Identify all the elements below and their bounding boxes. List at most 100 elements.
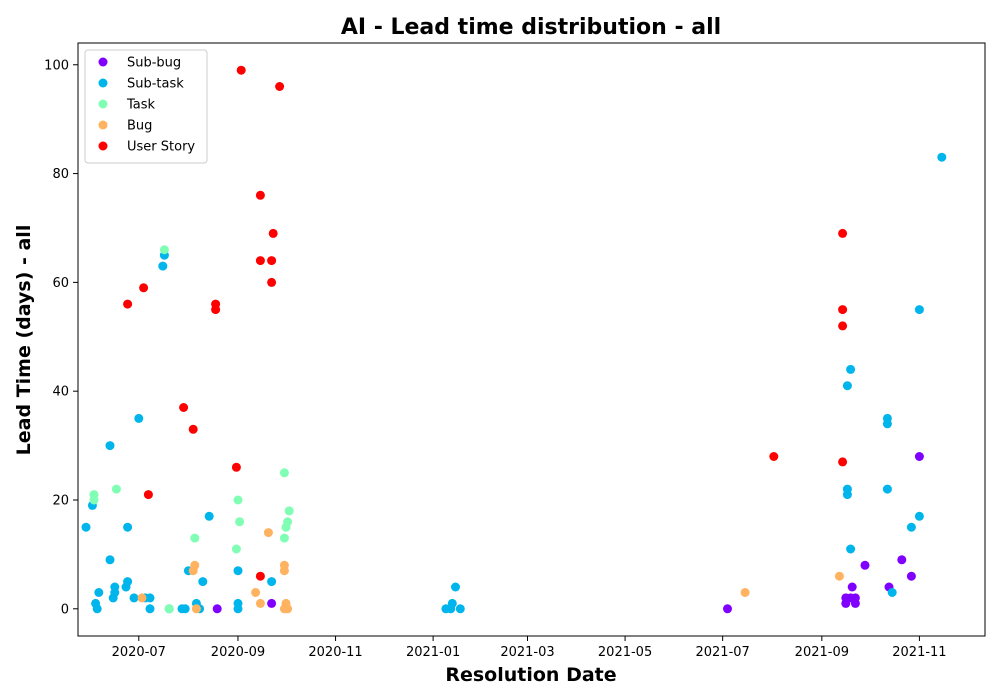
data-point [937,152,947,162]
y-tick-label: 100 [44,58,69,73]
data-point [275,82,285,91]
x-axis-label: Resolution Date [445,664,616,686]
data-point [231,544,241,554]
chart-title: AI - Lead time distribution - all [341,15,721,40]
data-point [233,566,243,576]
data-point [198,577,208,587]
data-point [284,506,294,516]
x-tick-label: 2021-05 [598,645,652,660]
data-point [235,517,245,527]
data-point [211,299,221,309]
legend: Sub-bug Sub-task Task Bug User Story [84,49,208,164]
data-point [105,441,115,451]
data-point [838,321,848,331]
data-point [846,544,856,554]
y-tick-label: 20 [52,493,69,508]
data-point [842,381,852,391]
x-tick-label: 2021-09 [795,645,849,660]
data-point [111,484,121,494]
data-point [860,560,870,570]
legend-box [84,49,208,164]
x-tick-label: 2020-09 [211,645,265,660]
legend-label: Task [126,98,156,113]
x-tick-label: 2021-11 [892,645,946,660]
data-point [283,517,293,527]
legend-marker [98,120,108,130]
data-point [723,604,732,614]
legend-label: User Story [127,140,195,155]
data-point [92,604,102,614]
data-point [846,364,856,374]
x-tick-label: 2021-01 [406,645,460,660]
data-point [179,403,189,412]
y-tick-label: 80 [52,167,69,182]
data-point [255,598,265,608]
data-point [914,305,924,315]
data-point [838,305,848,315]
data-point [143,490,153,500]
data-point [279,560,289,570]
legend-label: Sub-task [127,77,184,92]
axes: 2020-07 2020-09 2020-11 2021-01 2021-03 2021-… [44,42,986,660]
data-point [887,588,897,597]
y-tick-label: 40 [52,385,69,400]
data-point [251,588,261,597]
data-point [882,413,892,423]
data-point [838,457,848,467]
data-point [451,582,460,592]
data-point [188,424,198,434]
data-point [447,598,457,608]
data-point [255,256,265,266]
data-point [89,490,99,500]
legend-label: Sub-bug [127,56,181,71]
y-axis-label: Lead Time (days) - all [13,225,35,456]
legend-marker [98,78,108,88]
x-tick-label: 2021-07 [695,645,749,660]
data-point [145,593,155,603]
data-point [263,528,273,538]
data-point [897,555,907,565]
data-point [850,593,860,603]
data-point [159,245,169,255]
data-point [906,522,916,532]
data-point [81,522,91,532]
data-point [110,582,120,592]
data-point [137,593,147,603]
data-point [740,588,750,597]
data-point [190,533,200,543]
data-point [914,511,924,521]
data-point [145,604,155,614]
data-point [914,452,924,461]
data-point [279,533,289,543]
data-point [842,484,852,494]
data-point [455,604,465,614]
data-point [882,484,892,494]
data-point [255,190,265,200]
data-point [236,65,246,75]
data-point [204,511,214,521]
plot-area [81,65,947,614]
data-point [834,571,844,581]
data-point [94,588,104,597]
data-point [139,283,149,293]
legend-marker [98,99,108,109]
data-point [164,604,174,614]
data-point [279,468,289,478]
y-tick-label: 0 [61,602,69,617]
data-point [267,598,277,608]
legend-marker [98,141,108,151]
data-point [233,598,243,608]
data-point [158,261,168,271]
legend-marker [98,57,108,67]
data-point [191,604,201,614]
data-point [267,256,277,266]
data-point [123,522,133,532]
data-point [267,577,277,587]
data-point [838,228,848,238]
data-point [231,462,241,472]
data-point [212,604,222,614]
y-tick-label: 60 [52,276,69,291]
data-point [267,277,277,287]
data-point [123,577,133,587]
